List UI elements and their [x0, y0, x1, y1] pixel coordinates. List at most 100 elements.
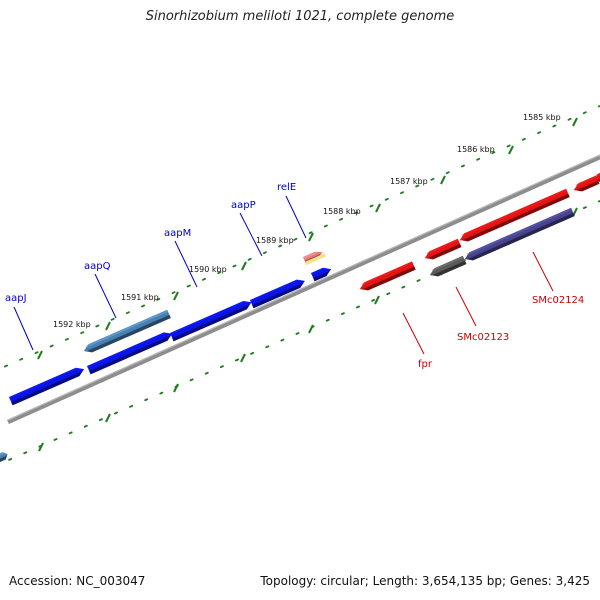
lower-major-tick — [308, 324, 314, 334]
lower-scale-dot — [325, 318, 330, 322]
lower-scale-dot — [219, 365, 224, 369]
upper-major-tick — [37, 350, 43, 360]
upper-scale-dot — [278, 244, 283, 248]
lower-major-tick — [105, 413, 111, 423]
upper-major-tick — [508, 145, 514, 155]
gene-red-c-shade — [576, 180, 600, 192]
gene-SMc02124 — [464, 207, 575, 261]
upper-major-tick — [375, 203, 381, 213]
gene-label-aapP[interactable]: aapP — [231, 200, 256, 211]
lower-scale-dot — [114, 411, 118, 415]
scale-label-1589: 1589 kbp — [256, 236, 294, 245]
upper-scale-dot — [354, 211, 359, 215]
gene-SMc02124-highlight — [466, 208, 572, 256]
lower-scale-dot — [582, 206, 587, 210]
upper-scale-dot — [537, 131, 542, 135]
gene-aapP-shade — [252, 283, 303, 309]
upper-scale-dot — [64, 337, 69, 341]
lower-scale-dot — [340, 312, 345, 316]
gene-labels: aapJ aapQ aapM aapP relE fpr SMc02123 SM… — [5, 182, 584, 370]
gene-fpr-shade — [362, 266, 416, 291]
upper-scale-dot — [506, 144, 511, 148]
upper-scale-dot — [323, 224, 328, 228]
lower-scale-dot — [598, 200, 600, 203]
forward-leader-line — [285, 195, 307, 239]
gene-fpr-highlight — [361, 261, 413, 286]
gene-aapM-shade — [172, 304, 250, 342]
lower-scale-dot — [234, 358, 240, 362]
gene-steel-upper-shade — [86, 314, 171, 353]
upper-major-tick — [105, 321, 111, 331]
label-leaders — [13, 195, 554, 355]
lower-major-tick — [173, 383, 179, 393]
gene-label-aapQ[interactable]: aapQ — [84, 261, 111, 272]
gene-aapQ-highlight — [87, 332, 167, 368]
forward-leader-line — [174, 240, 198, 288]
lower-scale-dot — [265, 345, 270, 349]
upper-scale-dot — [293, 237, 298, 241]
reverse-leader-line — [402, 312, 425, 355]
lower-scale-dot — [204, 371, 209, 375]
upper-scale-dot — [80, 331, 85, 335]
gene-SMc02124-upper-shade — [462, 193, 570, 242]
gene-steel-upper — [83, 309, 171, 353]
upper-scale-dot — [582, 111, 587, 115]
scale-label-1587: 1587 kbp — [390, 177, 428, 186]
upper-scale-dot — [491, 151, 496, 155]
gene-aapM-highlight — [170, 301, 247, 335]
gene-SMc02123-shade — [432, 260, 467, 277]
lower-scale-dot — [68, 431, 73, 435]
gene-edge-fragment-shade — [0, 455, 7, 462]
upper-major-tick — [173, 291, 179, 301]
upper-major-tick — [572, 117, 578, 127]
upper-scale-dot — [110, 317, 115, 321]
upper-scale-dot — [186, 284, 191, 288]
gene-SMc02124-upper — [459, 188, 570, 242]
gene-label-fpr[interactable]: fpr — [418, 359, 433, 370]
upper-scale-dot — [156, 297, 161, 301]
gene-SMc02123-highlight — [431, 256, 464, 272]
gene-red-b-shade — [427, 243, 462, 260]
gene-relE-small-shade — [313, 271, 330, 282]
upper-scale-dot — [476, 157, 481, 161]
gene-label-aapJ[interactable]: aapJ — [5, 293, 27, 304]
upper-scale-dot — [567, 117, 572, 121]
upper-scale-dot — [125, 311, 130, 315]
lower-scale-dot — [83, 424, 88, 428]
genome-summary: Topology: circular; Length: 3,654,135 bp… — [260, 574, 590, 588]
upper-scale-dot — [141, 304, 146, 308]
upper-scale-dot — [598, 105, 600, 108]
upper-scale-dot — [308, 231, 313, 235]
upper-scale-dot — [430, 177, 435, 181]
lower-scale-dot — [8, 457, 13, 461]
upper-scale-dot — [247, 257, 252, 261]
upper-scale-dot — [399, 191, 405, 195]
forward-leader-line — [13, 306, 34, 351]
gene-SMc02124-shade — [467, 212, 575, 261]
lower-scale-dot — [250, 351, 255, 355]
gene-label-relE[interactable]: relE — [277, 182, 296, 193]
lower-scale-dot — [129, 404, 134, 408]
lower-scale-dot — [53, 438, 58, 441]
gene-relE-small-highlight — [311, 267, 326, 275]
gene-label-SMc02124[interactable]: SMc02124 — [532, 295, 584, 306]
genome-backbone — [7, 154, 600, 425]
forward-leader-line — [239, 212, 263, 257]
upper-scale-dot — [369, 204, 374, 208]
accession-label: Accession: NC_003047 — [9, 574, 146, 588]
lower-major-tick — [240, 353, 246, 363]
scale-label-1586: 1586 kbp — [457, 145, 495, 154]
upper-scale-dot — [4, 364, 8, 368]
scale-label-1590: 1590 kbp — [189, 265, 227, 274]
lower-scale-dot — [144, 398, 149, 402]
gene-red-b-highlight — [426, 239, 459, 255]
gene-relE-highlight — [303, 251, 318, 259]
lower-scale-dot — [23, 451, 28, 455]
gene-label-SMc02123[interactable]: SMc02123 — [457, 332, 509, 343]
gene-label-aapM[interactable]: aapM — [164, 228, 191, 239]
genome-title: Sinorhizobium meliloti 1021, complete ge… — [145, 9, 455, 24]
upper-scale-dot — [262, 251, 267, 255]
lower-scale-dot — [280, 338, 285, 342]
lower-scale-dot — [295, 332, 300, 335]
